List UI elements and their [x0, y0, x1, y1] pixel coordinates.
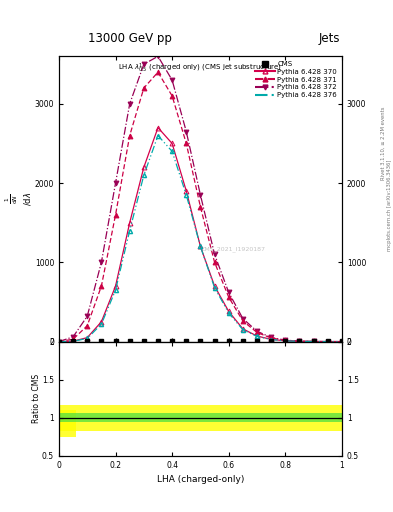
Y-axis label: Ratio to CMS: Ratio to CMS	[31, 374, 40, 423]
X-axis label: LHA (charged-only): LHA (charged-only)	[157, 475, 244, 484]
Text: CMS_2021_I1920187: CMS_2021_I1920187	[200, 246, 265, 252]
Text: Jets: Jets	[318, 32, 340, 45]
Y-axis label: $\frac{1}{\mathrm{d}N}$
$/\mathrm{d}\lambda$: $\frac{1}{\mathrm{d}N}$ $/\mathrm{d}\lam…	[4, 192, 33, 206]
Text: 13000 GeV pp: 13000 GeV pp	[88, 32, 172, 45]
Text: Rivet 3.1.10, ≥ 2.2M events: Rivet 3.1.10, ≥ 2.2M events	[381, 106, 386, 180]
Legend: CMS, Pythia 6.428 370, Pythia 6.428 371, Pythia 6.428 372, Pythia 6.428 376: CMS, Pythia 6.428 370, Pythia 6.428 371,…	[254, 60, 338, 99]
Text: LHA $\lambda^{1}_{0.5}$ (charged only) (CMS jet substructure): LHA $\lambda^{1}_{0.5}$ (charged only) (…	[118, 62, 283, 75]
Text: mcplots.cern.ch [arXiv:1306.3436]: mcplots.cern.ch [arXiv:1306.3436]	[387, 159, 391, 250]
